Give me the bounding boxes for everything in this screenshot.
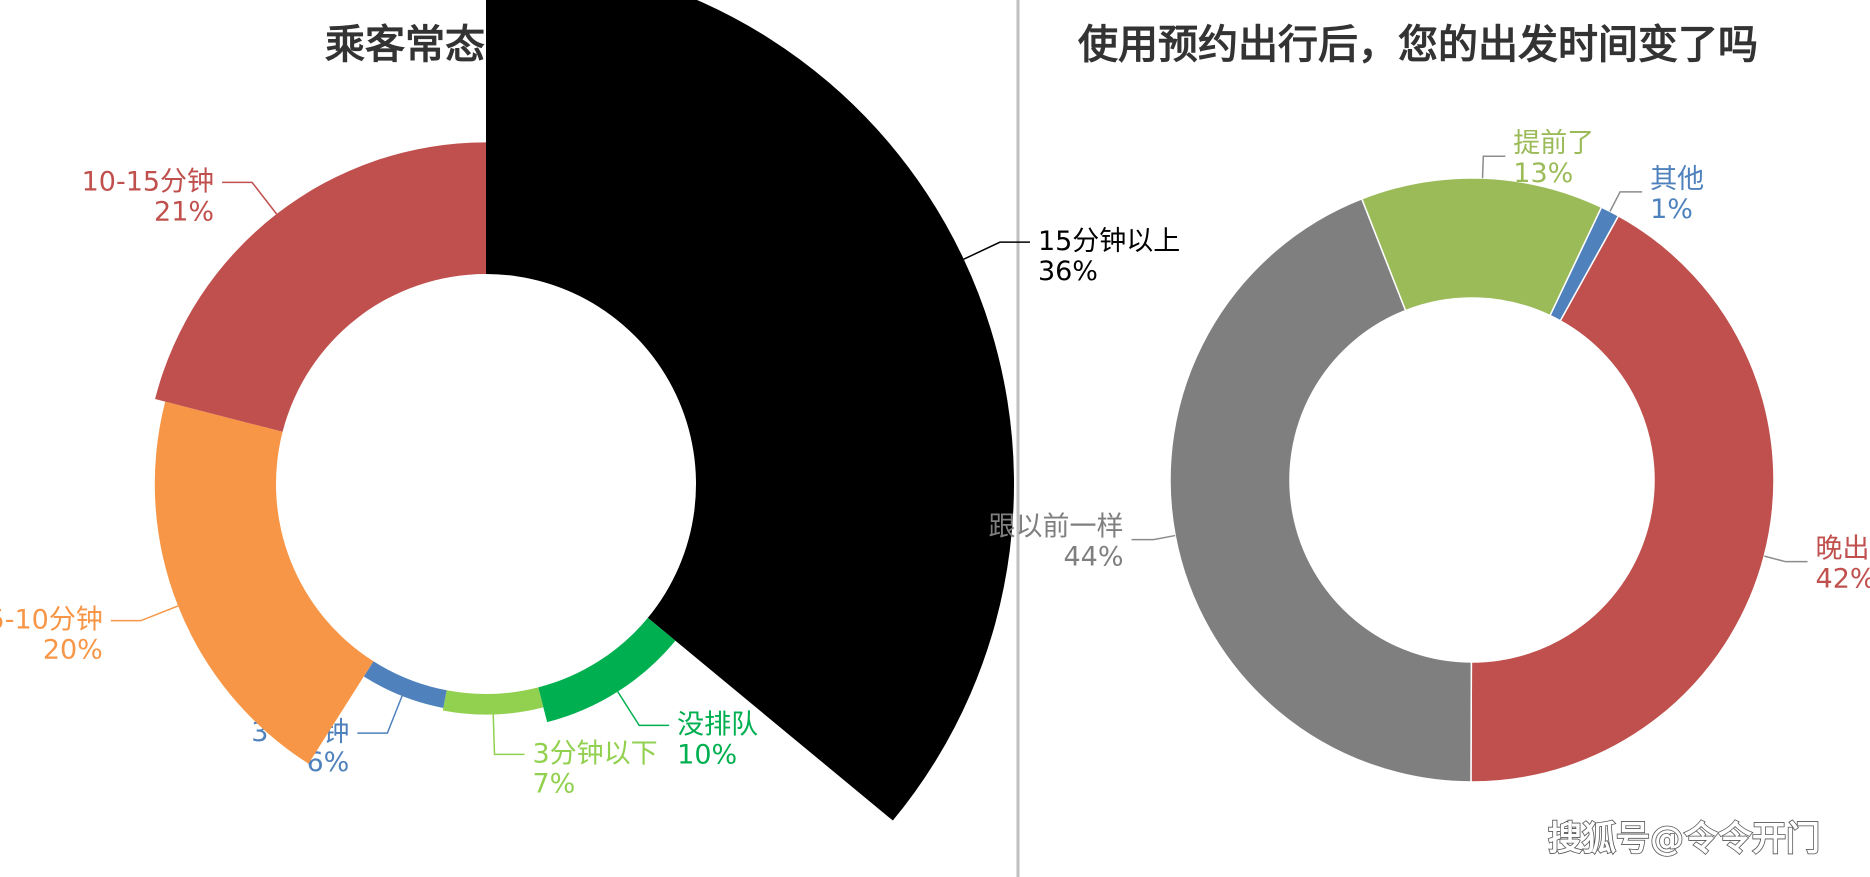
chart-2-leader-line: [1609, 191, 1643, 212]
chart-2-leader-line: [1764, 555, 1808, 563]
chart-2-title: 使用预约出行后，您的出发时间变了吗: [1078, 22, 1758, 68]
chart-2-slice-1: [1169, 197, 1473, 783]
chart-2-slice-value-label: 44%: [1064, 542, 1124, 573]
chart-1-slice-value-label: 21%: [154, 196, 214, 227]
chart-2-slice-label: 其他: [1650, 164, 1704, 195]
chart-1-leader-line: [357, 695, 403, 734]
chart-2-leader-line: [1481, 155, 1506, 179]
chart-1-slice-4: [154, 401, 374, 764]
chart-1-leader-line: [963, 241, 1030, 260]
chart-1-slice-label: 没排队: [677, 709, 758, 740]
chart-1-slice-value-label: 36%: [1038, 256, 1098, 287]
chart-2-slice-0: [1470, 214, 1775, 783]
chart-1-slice-0: [486, 0, 1014, 821]
chart-1-slice-3: [363, 661, 447, 708]
chart-1-leader-line: [617, 691, 670, 727]
chart-1-leader-line: [222, 181, 278, 215]
chart-2-slice-label: 晚出来了: [1816, 534, 1870, 565]
chart-2-slice-label: 提前了: [1513, 128, 1594, 159]
chart-1-slice-1: [538, 617, 676, 723]
chart-1-slice-value-label: 20%: [43, 635, 103, 666]
chart-1-leader-line: [492, 714, 525, 756]
chart-1-slice-value-label: 10%: [677, 739, 737, 770]
chart-1-slice-value-label: 7%: [532, 768, 575, 799]
chart-1-leader-line: [110, 605, 179, 622]
chart-1-slice-label: 5-10分钟: [0, 605, 103, 636]
chart-2-slice-value-label: 13%: [1513, 158, 1573, 189]
watermark: 搜狐号@令令开门: [1548, 819, 1820, 859]
chart-2-slice-value-label: 42%: [1816, 564, 1870, 595]
chart-1-queue-time: 15分钟以上36%没排队10%3分钟以下7%3-5分钟6%5-10分钟20%10…: [0, 0, 1180, 821]
chart-2-slice-3: [1549, 206, 1620, 322]
chart-1-slice-2: [442, 687, 544, 715]
chart-1-slice-label: 15分钟以上: [1038, 226, 1180, 257]
chart-1-slice-label: 3分钟以下: [532, 738, 657, 769]
chart-1-slice-5: [155, 142, 486, 432]
chart-2-slice-value-label: 1%: [1650, 194, 1693, 225]
chart-2-slice-label: 跟以前一样: [989, 512, 1124, 543]
chart-2-leader-line: [1131, 534, 1176, 541]
chart-1-slice-label: 10-15分钟: [82, 166, 214, 197]
